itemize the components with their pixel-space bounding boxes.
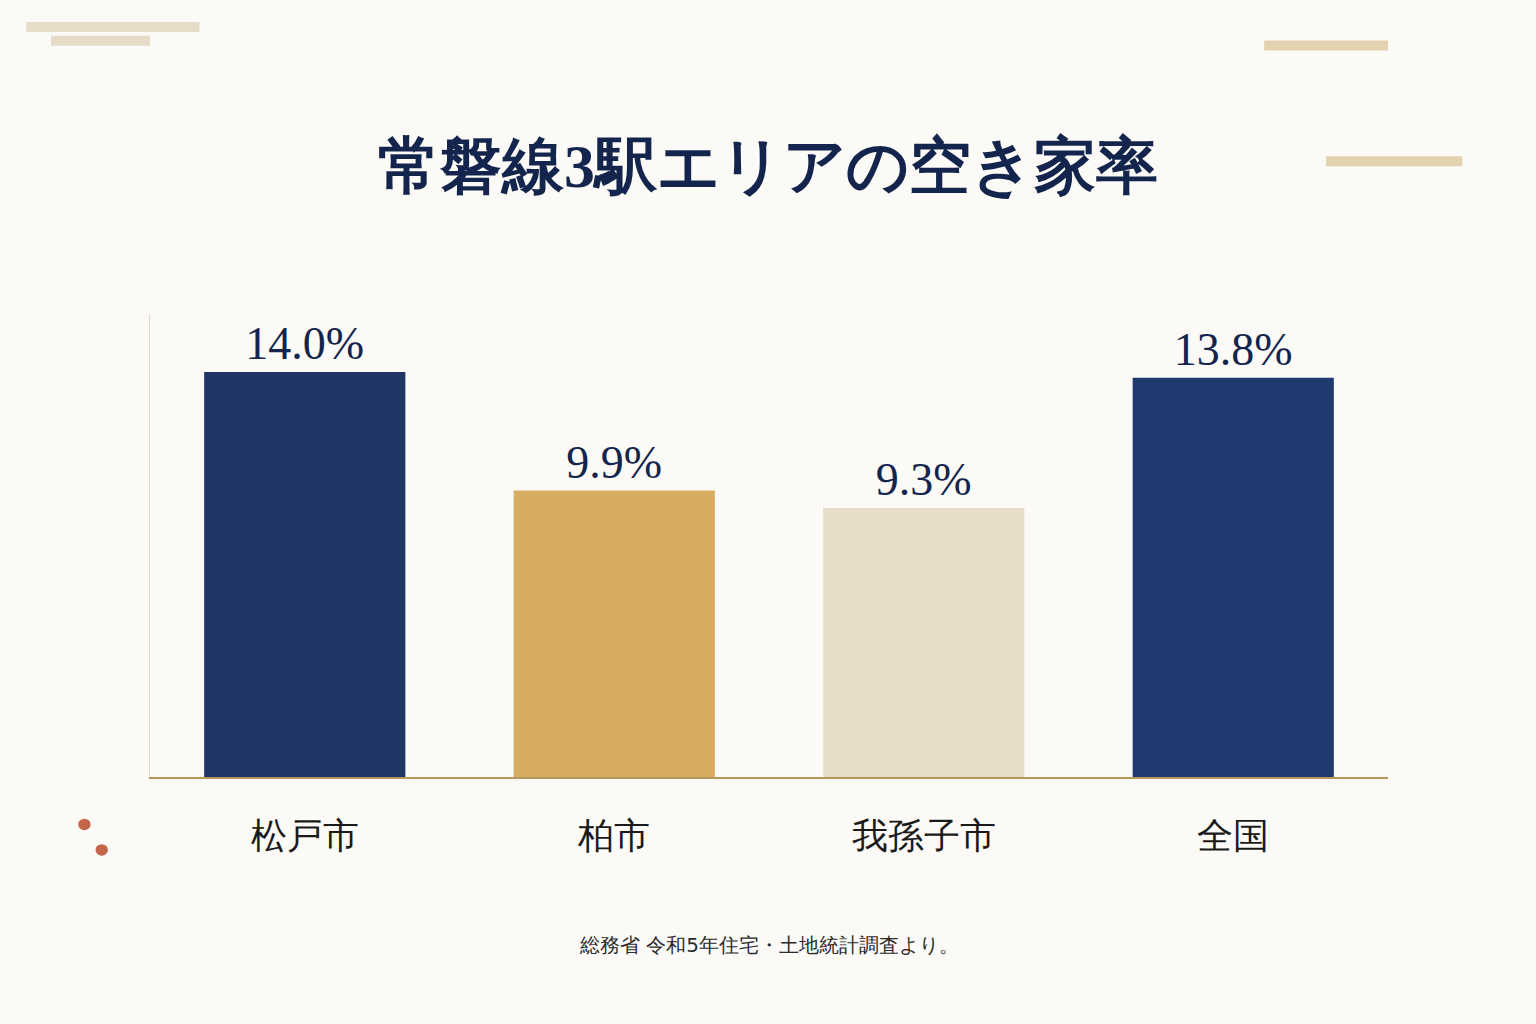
svg-text:松戸市: 松戸市 (251, 815, 359, 856)
svg-text:14.0%: 14.0% (245, 318, 364, 369)
svg-text:9.3%: 9.3% (876, 454, 972, 505)
svg-text:柏市: 柏市 (577, 815, 650, 856)
svg-text:我孫子市: 我孫子市 (852, 815, 996, 856)
svg-text:13.8%: 13.8% (1174, 324, 1293, 375)
svg-text:総務省 令和5年住宅・土地統計調査より。: 総務省 令和5年住宅・土地統計調査より。 (579, 933, 959, 957)
svg-text:常磐線3駅エリアの空き家率: 常磐線3駅エリアの空き家率 (378, 132, 1158, 200)
svg-text:9.9%: 9.9% (566, 437, 662, 488)
svg-text:全国: 全国 (1197, 815, 1269, 856)
